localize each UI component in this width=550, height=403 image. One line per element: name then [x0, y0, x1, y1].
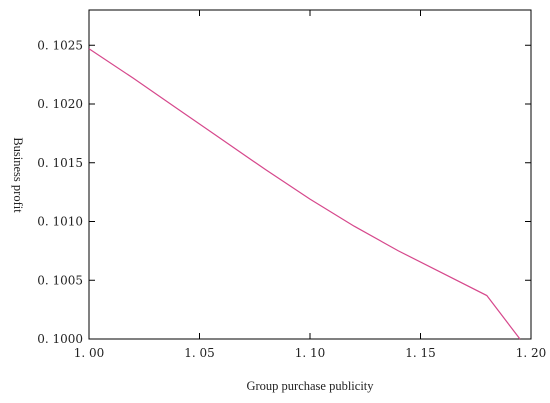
- series-layer: [88, 48, 521, 340]
- x-tick-label: 1. 05: [184, 346, 215, 360]
- x-axis-tick-labels: 1. 00 1. 05 1. 10 1. 15 1. 20: [74, 346, 547, 360]
- y-tick-label: 0. 1020: [37, 97, 83, 111]
- y-axis-tick-labels: 0. 1000 0. 1005 0. 1010 0. 1015 0. 1020 0. 10…: [37, 38, 83, 346]
- y-tick-label: 0. 1025: [37, 38, 83, 52]
- series-line: [88, 48, 521, 340]
- x-tick-label: 1. 20: [516, 346, 547, 360]
- x-tick-label: 1. 10: [295, 346, 326, 360]
- x-tick-label: 1. 00: [74, 346, 105, 360]
- plot-area: [88, 9, 532, 340]
- x-axis-title: Group purchase publicity: [246, 379, 374, 393]
- y-tick-label: 0. 1005: [37, 273, 83, 287]
- y-axis-ticks: [89, 44, 531, 340]
- y-tick-label: 0. 1010: [37, 215, 83, 229]
- y-tick-label: 0. 1000: [37, 332, 83, 346]
- x-axis-ticks: [88, 10, 532, 339]
- y-tick-label: 0. 1015: [37, 156, 83, 170]
- x-tick-label: 1. 15: [405, 346, 436, 360]
- y-axis-title: Business profit: [11, 137, 25, 213]
